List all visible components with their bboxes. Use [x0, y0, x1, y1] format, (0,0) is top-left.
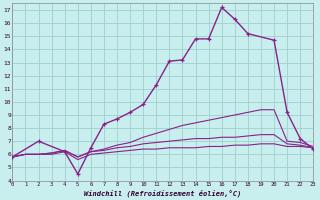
X-axis label: Windchill (Refroidissement éolien,°C): Windchill (Refroidissement éolien,°C)	[84, 189, 242, 197]
